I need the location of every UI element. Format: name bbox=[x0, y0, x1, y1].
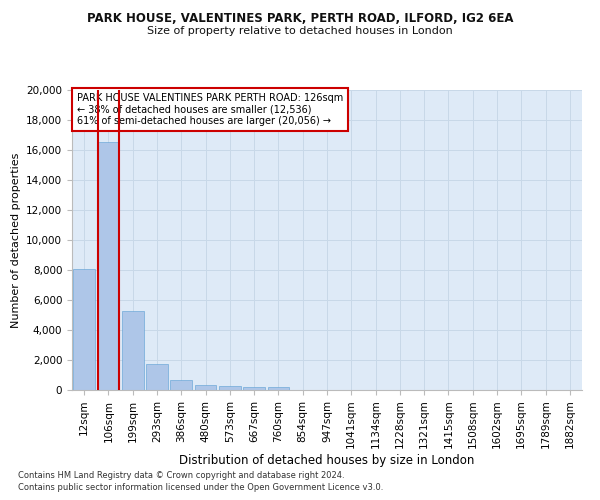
Bar bbox=[219, 386, 241, 390]
Bar bbox=[194, 385, 217, 390]
Bar bbox=[122, 310, 143, 390]
X-axis label: Distribution of detached houses by size in London: Distribution of detached houses by size … bbox=[179, 454, 475, 467]
Text: Contains HM Land Registry data © Crown copyright and database right 2024.: Contains HM Land Registry data © Crown c… bbox=[18, 470, 344, 480]
Text: Contains public sector information licensed under the Open Government Licence v3: Contains public sector information licen… bbox=[18, 483, 383, 492]
Bar bbox=[170, 380, 192, 390]
Bar bbox=[146, 364, 168, 390]
Text: Size of property relative to detached houses in London: Size of property relative to detached ho… bbox=[147, 26, 453, 36]
Text: PARK HOUSE, VALENTINES PARK, PERTH ROAD, ILFORD, IG2 6EA: PARK HOUSE, VALENTINES PARK, PERTH ROAD,… bbox=[87, 12, 513, 26]
Bar bbox=[268, 388, 289, 390]
Y-axis label: Number of detached properties: Number of detached properties bbox=[11, 152, 20, 328]
Bar bbox=[97, 142, 119, 390]
Bar bbox=[73, 268, 95, 390]
Text: PARK HOUSE VALENTINES PARK PERTH ROAD: 126sqm
← 38% of detached houses are small: PARK HOUSE VALENTINES PARK PERTH ROAD: 1… bbox=[77, 93, 343, 126]
Bar bbox=[243, 387, 265, 390]
